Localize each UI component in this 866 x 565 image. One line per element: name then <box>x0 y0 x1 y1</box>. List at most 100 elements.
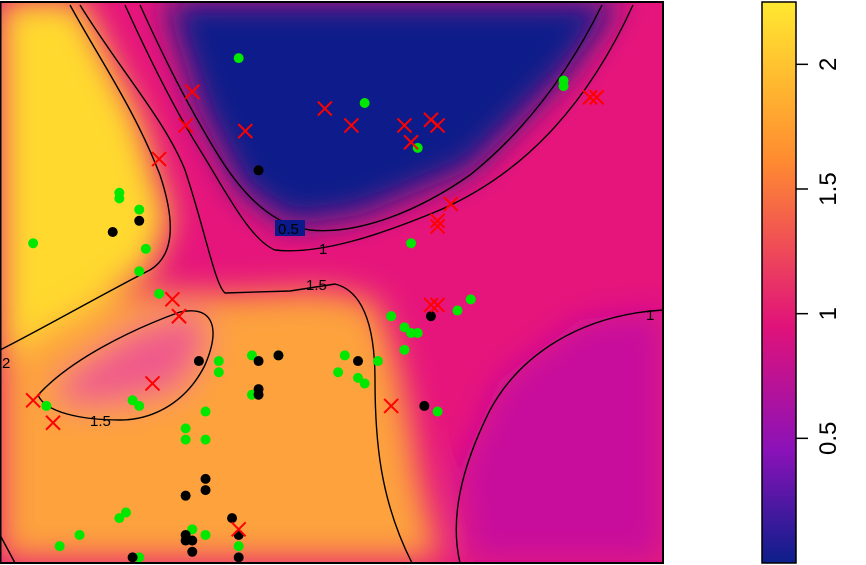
contour-label-2: 2 <box>2 355 10 372</box>
cross-point <box>230 521 247 538</box>
cross-point <box>164 291 181 308</box>
green-point <box>558 81 569 92</box>
green-point <box>154 288 165 299</box>
cross-point <box>177 117 194 134</box>
contour-line-1-upper <box>124 4 634 252</box>
green-point <box>134 266 145 277</box>
contour-lines <box>0 4 663 563</box>
green-point <box>140 243 151 254</box>
colorbar: 0.5 1 1.5 2 <box>761 1 842 564</box>
cross-point <box>429 117 446 134</box>
green-point <box>386 311 397 322</box>
black-point <box>425 311 436 322</box>
black-point <box>134 215 145 226</box>
green-point <box>465 294 476 305</box>
cross-point <box>237 123 254 139</box>
green-point <box>114 513 125 524</box>
green-point <box>353 372 364 383</box>
cross-point <box>443 196 459 212</box>
black-point <box>419 400 430 411</box>
cross-point <box>45 415 61 431</box>
green-point <box>406 238 417 249</box>
contour-label-1-5-a: 1.5 <box>306 277 327 294</box>
contour-line-2 <box>0 4 171 351</box>
black-point <box>200 473 211 484</box>
green-point <box>180 423 191 434</box>
data-points <box>25 53 605 563</box>
black-point <box>273 350 284 361</box>
black-point <box>107 227 118 238</box>
cross-point <box>171 308 187 324</box>
cross-point <box>144 375 161 392</box>
green-point <box>28 238 39 249</box>
green-point <box>114 187 125 198</box>
green-point <box>74 529 85 540</box>
green-point <box>213 356 224 367</box>
green-point <box>246 350 257 361</box>
colorbar-tick-label: 1 <box>815 307 842 320</box>
plot-frame <box>0 1 664 564</box>
cross-point <box>343 117 360 134</box>
green-point <box>200 434 211 445</box>
black-point <box>233 552 244 563</box>
contour-line-1-right <box>455 309 663 563</box>
green-point <box>339 350 350 361</box>
cross-point <box>429 213 446 229</box>
green-point <box>452 305 463 316</box>
contour-label-1: 1 <box>319 241 327 258</box>
black-point <box>180 535 191 546</box>
green-point <box>180 434 191 445</box>
black-point <box>253 356 264 367</box>
black-point <box>353 356 364 367</box>
cross-point <box>429 218 446 235</box>
green-point <box>120 507 131 518</box>
cross-point <box>383 398 399 414</box>
green-point <box>412 327 423 338</box>
black-point <box>253 384 264 395</box>
heatmap-field <box>0 2 663 563</box>
cross-point <box>423 297 439 313</box>
green-point <box>399 322 410 333</box>
green-point <box>127 395 138 406</box>
green-point <box>399 344 410 355</box>
heatmap-region-yellow <box>0 2 170 360</box>
colorbar-tick-label: 1.5 <box>815 172 842 205</box>
contour-line-0-5 <box>139 4 603 232</box>
contour-label-1-right: 1 <box>646 307 654 324</box>
green-point <box>134 400 145 411</box>
cross-point <box>582 89 598 106</box>
green-point <box>200 529 211 540</box>
black-point <box>193 356 204 367</box>
black-point <box>127 552 138 563</box>
colorbar-tick-label: 2 <box>815 58 842 71</box>
black-point <box>187 546 198 557</box>
cross-point <box>588 89 605 106</box>
contour-line-1-5-upper <box>79 4 413 563</box>
colorbar-gradient <box>761 1 797 564</box>
green-point <box>233 541 244 552</box>
green-point <box>41 400 52 411</box>
colorbar-ticks: 0.5 1 1.5 2 <box>796 58 842 455</box>
cross-point <box>25 392 41 409</box>
green-point <box>432 406 443 417</box>
heatmap-region-pink-inner <box>60 310 210 405</box>
cross-point <box>184 84 200 100</box>
green-point <box>359 97 370 108</box>
colorbar-tick-label: 0.5 <box>815 422 842 455</box>
green-point <box>372 356 383 367</box>
cross-point <box>396 117 413 134</box>
cross-point <box>429 297 446 313</box>
cross-point <box>151 151 167 167</box>
contour-line-1-5-loop <box>37 310 214 421</box>
heatmap-region-magenta <box>460 310 663 560</box>
black-point <box>200 485 211 496</box>
cross-point <box>317 100 333 117</box>
contour-labels: 0.5 1 1.5 1.5 2 1 <box>2 220 654 430</box>
black-point <box>253 165 264 176</box>
green-point <box>233 53 244 64</box>
green-point <box>134 204 145 215</box>
green-point <box>187 524 198 535</box>
black-point <box>227 513 238 524</box>
green-point <box>200 406 211 417</box>
